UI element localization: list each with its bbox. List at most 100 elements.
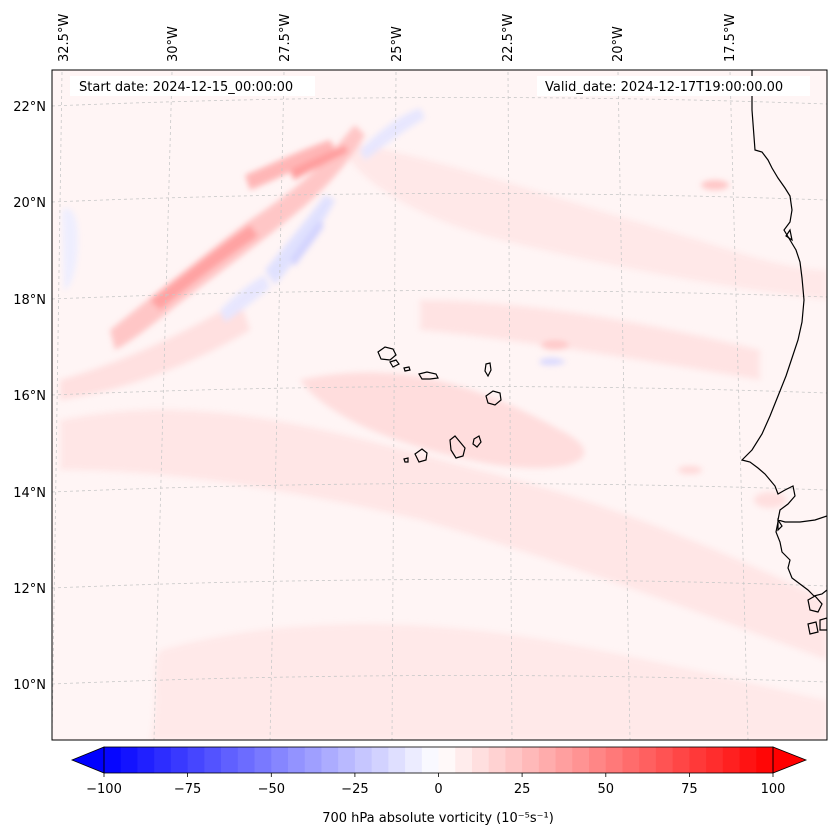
- colorbar-tick-label: −50: [258, 782, 285, 797]
- colorbar-segment: [471, 747, 490, 773]
- colorbar-segment: [154, 747, 172, 773]
- coastal-islet: [777, 518, 783, 532]
- colorbar-extend-min: [70, 746, 105, 774]
- colorbar-ticks: [103, 773, 774, 777]
- island-fogo: [414, 448, 428, 463]
- colorbar-segment: [254, 747, 272, 773]
- colorbar-segment: [371, 747, 389, 773]
- parallel: [52, 579, 827, 589]
- start-date-box: [70, 76, 315, 96]
- colorbar-segment: [338, 747, 356, 773]
- colorbar-segment: [170, 747, 189, 773]
- bijagos-islands: [807, 595, 827, 635]
- valid-date-text: Valid_date: 2024-12-17T19:00:00.00: [545, 80, 783, 95]
- vorticity-max-streak: [245, 140, 336, 190]
- latitude-labels: 22°N 20°N 18°N 16°N 14°N 12°N 10°N: [13, 100, 46, 693]
- island-brava: [403, 457, 409, 463]
- colorbar-segment: [187, 747, 205, 773]
- vorticity-band: [340, 140, 827, 300]
- vorticity-band: [60, 409, 827, 660]
- vorticity-min-patch: [62, 208, 78, 290]
- coastlines: [740, 70, 827, 635]
- vorticity-min-patch: [220, 275, 270, 322]
- colorbar-segment: [706, 747, 724, 773]
- cape-verde-islands: [377, 346, 502, 463]
- lat-label: 22°N: [13, 100, 46, 115]
- colorbar-segment: [455, 747, 473, 773]
- lat-label: 16°N: [13, 389, 46, 404]
- africa-coastline: [740, 70, 827, 523]
- colorbar-segment: [572, 747, 590, 773]
- colorbar-segment: [221, 747, 239, 773]
- map-frame: [51, 69, 828, 741]
- lon-label: 30°W: [166, 26, 181, 62]
- island-sao-nicolau: [418, 371, 439, 380]
- island-boa-vista: [485, 390, 502, 406]
- vorticity-min-patch: [290, 220, 324, 266]
- graticule: [52, 71, 827, 740]
- colorbar-segment: [639, 747, 657, 773]
- colorbar-segment: [120, 747, 138, 773]
- colorbar-segment: [505, 747, 523, 773]
- colorbar-segment: [388, 747, 406, 773]
- parallel: [52, 97, 827, 107]
- valid-date-box: [537, 76, 810, 96]
- colorbar-segment: [739, 747, 757, 773]
- colorbar-tick-label: 25: [514, 782, 531, 797]
- lon-label: 27.5°W: [278, 14, 293, 62]
- lat-label: 20°N: [13, 196, 46, 211]
- map-panel: Start date: 2024-12-15_00:00:00 Valid_da…: [51, 69, 828, 741]
- vorticity-max-streak: [290, 145, 348, 180]
- vorticity-spot: [678, 466, 702, 474]
- colorbar-tick-label: 0: [434, 782, 442, 797]
- lat-label: 10°N: [13, 678, 46, 693]
- parallel: [52, 386, 827, 396]
- colorbar-segment: [304, 747, 322, 773]
- island-maio: [472, 435, 482, 448]
- colorbar-segment: [438, 747, 456, 773]
- colorbar-segment: [555, 747, 573, 773]
- colorbar: −100 −75 −50 −25 0 25 50 75 100 700 hPa …: [70, 746, 808, 826]
- colorbar-segment: [689, 747, 707, 773]
- colorbar-segment: [271, 747, 289, 773]
- island-sal: [484, 362, 492, 378]
- colorbar-segment: [605, 747, 623, 773]
- colorbar-segment: [655, 747, 674, 773]
- colorbar-tick-label: −75: [174, 782, 201, 797]
- parallel: [52, 675, 827, 685]
- colorbar-segment: [756, 747, 774, 773]
- colorbar-segment: [354, 747, 373, 773]
- vorticity-max-streak: [150, 225, 258, 310]
- vorticity-min-patch: [360, 108, 425, 160]
- colorbar-segment: [622, 747, 640, 773]
- longitude-labels: 32.5°W 30°W 27.5°W 25°W 22.5°W 20°W 17.5…: [57, 14, 738, 62]
- lon-label: 22.5°W: [501, 14, 516, 62]
- colorbar-segments: [104, 747, 774, 773]
- colorbar-segment: [538, 747, 556, 773]
- vorticity-min-patch: [265, 195, 335, 285]
- colorbar-tick-label: −100: [86, 782, 122, 797]
- vorticity-band: [60, 300, 250, 400]
- colorbar-segment: [522, 747, 540, 773]
- colorbar-segment: [421, 747, 439, 773]
- lat-label: 12°N: [13, 582, 46, 597]
- colorbar-tick-label: 100: [761, 782, 786, 797]
- colorbar-label: 700 hPa absolute vorticity (10⁻⁵s⁻¹): [322, 811, 554, 826]
- lon-label: 20°W: [611, 26, 626, 62]
- colorbar-tick-label: 75: [681, 782, 698, 797]
- start-date-text: Start date: 2024-12-15_00:00:00: [79, 80, 293, 95]
- colorbar-segment: [488, 747, 506, 773]
- vorticity-field: [60, 108, 827, 740]
- coastal-islet: [785, 228, 793, 242]
- colorbar-segment: [405, 747, 423, 773]
- colorbar-tick-labels: −100 −75 −50 −25 0 25 50 75 100: [86, 782, 785, 797]
- vorticity-spot: [701, 180, 729, 190]
- colorbar-segment: [321, 747, 339, 773]
- vorticity-min-patch: [540, 357, 566, 366]
- colorbar-segment: [722, 747, 740, 773]
- colorbar-segment: [137, 747, 155, 773]
- vorticity-spot: [541, 340, 569, 350]
- island-santo-antao: [377, 346, 397, 361]
- parallel: [52, 193, 827, 203]
